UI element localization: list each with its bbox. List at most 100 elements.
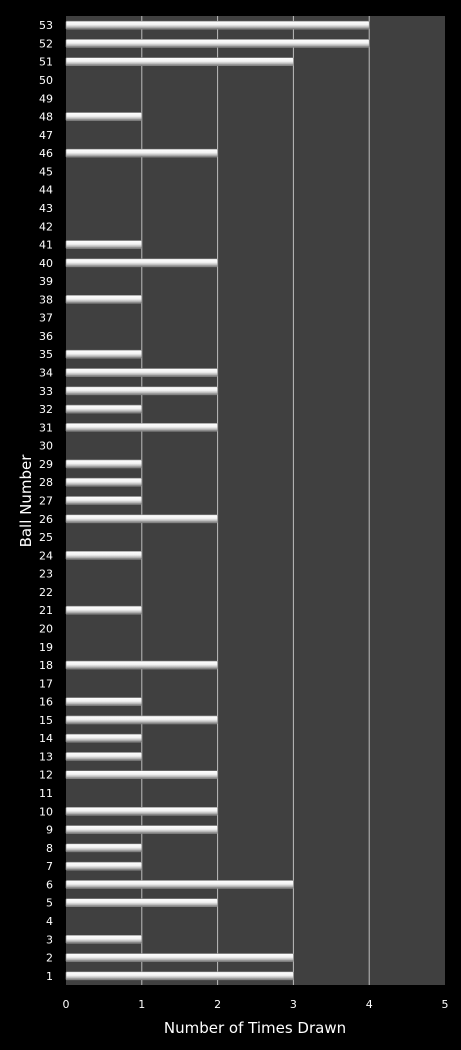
y-tick-label: 33 [39,385,53,398]
bar-ball-32 [65,404,143,414]
y-tick-label: 37 [39,312,53,325]
y-tick-label: 43 [39,202,53,215]
bar-ball-41 [65,240,143,249]
y-tick-label: 19 [39,641,53,654]
y-tick-label: 44 [39,184,53,197]
y-tick-label: 40 [39,257,53,270]
bar-ball-51 [65,57,294,67]
bar-ball-48 [65,112,143,121]
bar-ball-28 [65,477,143,487]
y-tick-label: 25 [39,531,53,544]
bar-ball-27 [65,496,143,505]
y-tick-label: 38 [39,293,53,306]
bar-ball-38 [65,295,143,304]
x-tick-label: 0 [63,998,70,1011]
bar-ball-34 [65,368,218,377]
y-tick-label: 3 [46,933,53,946]
x-tick-label: 5 [442,998,449,1011]
bar-ball-2 [65,953,294,962]
y-tick-label: 20 [39,622,53,635]
bar-ball-26 [65,514,218,524]
bar-ball-3 [65,934,143,944]
y-tick-label: 2 [46,952,53,965]
y-tick-label: 4 [46,915,53,928]
bar-ball-5 [65,898,218,908]
y-tick-label: 16 [39,696,53,709]
y-tick-label: 47 [39,129,53,142]
bar-ball-21 [65,605,143,615]
y-tick-label: 23 [39,568,53,581]
bar-ball-12 [65,770,218,780]
y-tick-label: 52 [39,37,53,50]
bar-ball-14 [65,733,143,743]
y-tick-label: 51 [39,56,53,69]
y-tick-label: 53 [39,19,53,32]
y-tick-label: 42 [39,220,53,233]
bar-ball-18 [65,660,218,670]
y-tick-label: 1 [46,970,53,983]
bar-ball-52 [65,39,370,48]
bar-ball-46 [65,148,218,158]
bar-ball-7 [65,861,143,871]
bar-ball-10 [65,807,218,816]
x-axis-title: Number of Times Drawn [164,1019,346,1037]
x-tick-label: 2 [214,998,221,1011]
y-tick-label: 11 [39,787,53,800]
y-tick-label: 24 [39,549,53,562]
bar-ball-53 [65,20,370,30]
y-tick-label: 50 [39,74,53,87]
y-tick-label: 10 [39,805,53,818]
grid-lines [141,16,370,985]
y-tick-label: 27 [39,495,53,508]
y-tick-label: 34 [39,367,53,380]
bar-ball-35 [65,349,143,359]
y-tick-label: 15 [39,714,53,727]
y-tick-label: 13 [39,750,53,763]
bar-ball-24 [65,551,143,560]
bar-ball-31 [65,423,218,432]
y-axis-title: Ball Number [17,454,35,548]
y-tick-label: 28 [39,476,53,489]
y-tick-label: 17 [39,677,53,690]
y-tick-label: 8 [46,842,53,855]
x-tick-label: 4 [366,998,373,1011]
y-tick-label: 35 [39,348,53,361]
y-tick-label: 45 [39,165,53,178]
bar-ball-16 [65,697,143,706]
y-tick-label: 48 [39,111,53,124]
y-tick-label: 6 [46,878,53,891]
y-tick-label: 41 [39,239,53,252]
y-tick-label: 32 [39,403,53,416]
x-tick-label: 3 [290,998,297,1011]
bar-ball-9 [65,825,218,834]
bar-ball-1 [65,971,294,981]
y-tick-label: 31 [39,421,53,434]
y-tick-label: 46 [39,147,53,160]
bars [65,20,370,981]
bar-ball-6 [65,880,294,889]
y-tick-label: 9 [46,824,53,837]
bar-ball-15 [65,715,218,725]
y-tick-label: 5 [46,897,53,910]
y-tick-label: 21 [39,604,53,617]
bar-ball-33 [65,386,218,396]
x-axis-tick-labels: 0 1 2 3 4 5 [63,998,449,1011]
bar-ball-40 [65,258,218,268]
y-tick-label: 49 [39,92,53,105]
y-axis-tick-labels: 1234567891011121314151617181920212223242… [39,19,53,983]
y-tick-label: 29 [39,458,53,471]
y-tick-label: 36 [39,330,53,343]
y-tick-label: 12 [39,769,53,782]
bar-ball-29 [65,459,143,469]
x-tick-label: 1 [138,998,145,1011]
y-tick-label: 14 [39,732,53,745]
bar-ball-8 [65,843,143,853]
y-tick-label: 26 [39,513,53,526]
y-tick-label: 30 [39,440,53,453]
y-tick-label: 39 [39,275,53,288]
y-tick-label: 18 [39,659,53,672]
y-tick-label: 22 [39,586,53,599]
bar-ball-13 [65,752,143,761]
y-tick-label: 7 [46,860,53,873]
